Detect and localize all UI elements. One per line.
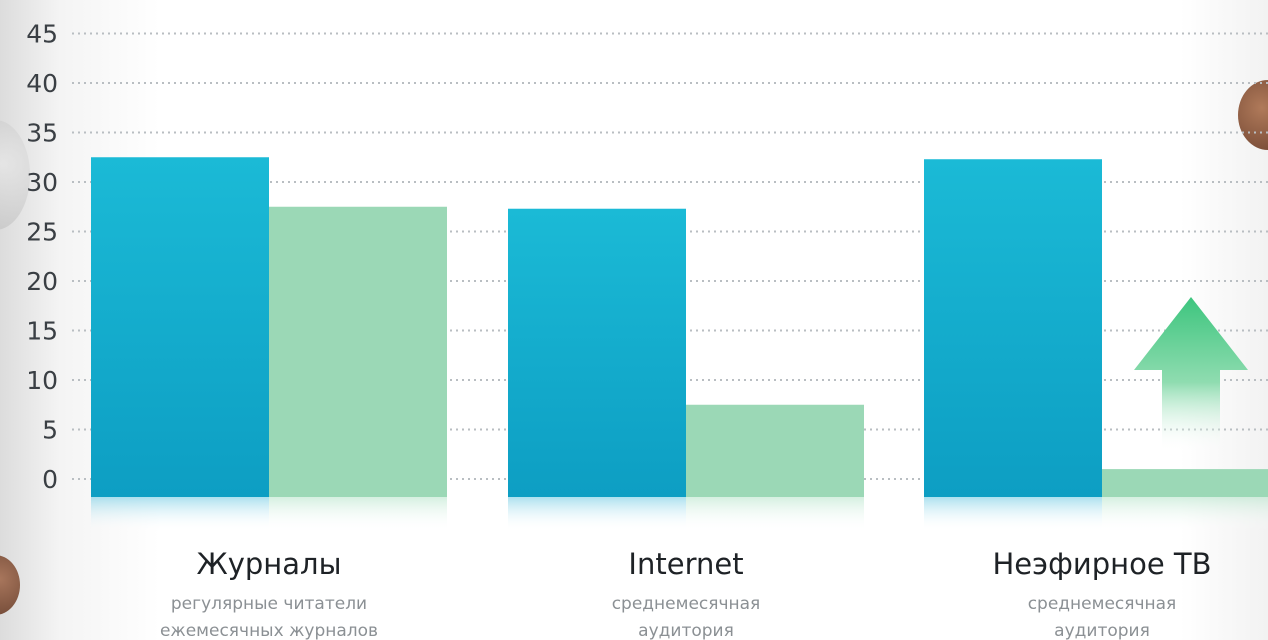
decorative-hand-bottom-left — [0, 555, 20, 615]
category-subtitle: аудитория — [1054, 621, 1150, 640]
category-subtitle: среднемесячная — [612, 594, 761, 614]
bar-series-2-0 — [269, 206, 447, 497]
y-tick-label: 45 — [26, 20, 58, 49]
category-subtitle: аудитория — [638, 621, 734, 640]
category-subtitle: регулярные читатели — [171, 594, 367, 614]
bar-reflection — [508, 497, 686, 531]
category-title: Неэфирное ТВ — [993, 547, 1212, 581]
y-tick-label: 20 — [26, 267, 58, 296]
category-subtitle: среднемесячная — [1028, 594, 1177, 614]
y-tick-label: 15 — [26, 317, 58, 346]
bar-reflection — [686, 497, 864, 531]
y-tick-label: 30 — [26, 168, 58, 197]
y-tick-label: 5 — [42, 416, 58, 445]
bar-series-2-1 — [686, 404, 864, 497]
bar-series-1-1 — [508, 208, 686, 498]
bar-series-1-2 — [924, 159, 1102, 498]
y-tick-label: 35 — [26, 119, 58, 148]
category-title: Internet — [628, 547, 743, 581]
up-arrow-icon — [1134, 297, 1248, 452]
y-tick-label: 40 — [26, 69, 58, 98]
bar-series-2-2 — [1102, 469, 1268, 497]
bar-series-1-0 — [91, 157, 269, 497]
category-subtitle: ежемесячных журналов — [160, 621, 378, 640]
bar-reflection — [91, 497, 269, 531]
y-tick-label: 0 — [42, 465, 58, 494]
bar-reflection — [269, 497, 447, 531]
bar-reflection — [924, 497, 1102, 531]
y-tick-label: 10 — [26, 366, 58, 395]
y-tick-label: 25 — [26, 218, 58, 247]
category-title: Журналы — [197, 547, 342, 581]
bar-reflection — [1102, 497, 1268, 531]
